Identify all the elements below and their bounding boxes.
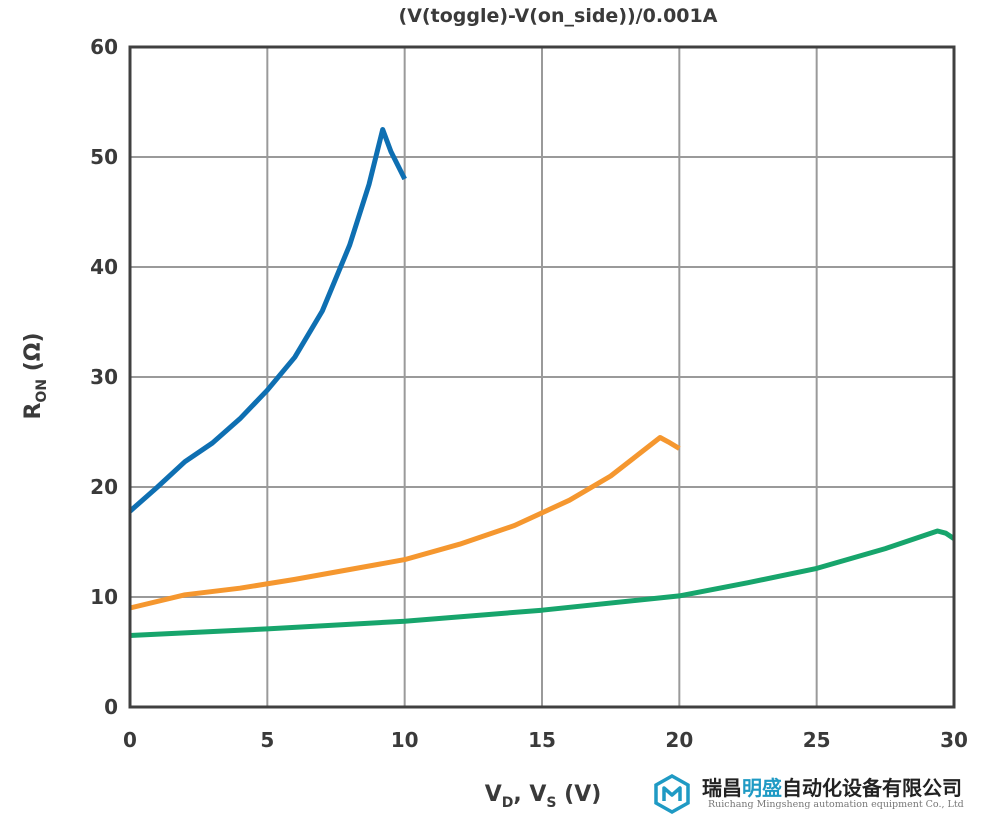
y-tick-label: 30 xyxy=(90,365,118,389)
x-tick-label: 15 xyxy=(528,728,556,752)
y-tick-labels: 0 10 20 30 40 50 60 xyxy=(90,35,118,719)
watermark-company-name: 瑞昌明盛自动化设备有限公司 xyxy=(702,772,962,801)
x-axis-label-sub-s: S xyxy=(546,795,556,811)
x-axis-label: VD, VS (V) xyxy=(485,782,602,811)
watermark-english-name: Ruichang Mingsheng automation equipment … xyxy=(708,799,964,810)
chart-title: (V(toggle)-V(on_side))/0.001A xyxy=(399,5,718,27)
y-axis-label-sub: ON xyxy=(34,379,50,403)
watermark-name-highlight: 明盛 xyxy=(742,776,782,800)
x-axis-label-unit: (V) xyxy=(557,782,602,807)
series-line-2 xyxy=(129,435,681,611)
x-tick-label: 25 xyxy=(803,728,831,752)
y-axis-label: RON (Ω) xyxy=(21,332,50,419)
x-axis-label-sub-d: D xyxy=(502,795,514,811)
series-line-1 xyxy=(128,127,407,514)
plot-frame xyxy=(128,45,956,709)
y-axis-label-unit: (Ω) xyxy=(21,332,46,378)
x-tick-labels: 0 5 10 15 20 25 30 xyxy=(123,728,968,752)
y-tick-label: 20 xyxy=(90,475,118,499)
x-tick-label: 0 xyxy=(123,728,137,752)
y-tick-label: 0 xyxy=(104,695,118,719)
x-axis-label-main: V xyxy=(485,782,502,807)
x-tick-label: 5 xyxy=(260,728,274,752)
x-tick-label: 30 xyxy=(940,728,968,752)
x-tick-label: 10 xyxy=(391,728,419,752)
y-tick-label: 10 xyxy=(90,585,118,609)
x-axis-label-mid: , V xyxy=(513,782,546,807)
y-tick-label: 50 xyxy=(90,145,118,169)
grid xyxy=(130,47,954,707)
series-lines xyxy=(128,127,956,638)
series-line-3 xyxy=(129,528,956,638)
y-tick-label: 60 xyxy=(90,35,118,59)
watermark: 瑞昌明盛自动化设备有限公司 Ruichang Mingsheng automat… xyxy=(652,770,981,816)
watermark-name-prefix: 瑞昌 xyxy=(702,776,742,800)
x-tick-label: 20 xyxy=(665,728,693,752)
y-tick-label: 40 xyxy=(90,255,118,279)
company-logo-icon xyxy=(654,774,690,814)
y-axis-label-main: R xyxy=(21,403,46,420)
watermark-name-suffix: 自动化设备有限公司 xyxy=(782,776,962,800)
